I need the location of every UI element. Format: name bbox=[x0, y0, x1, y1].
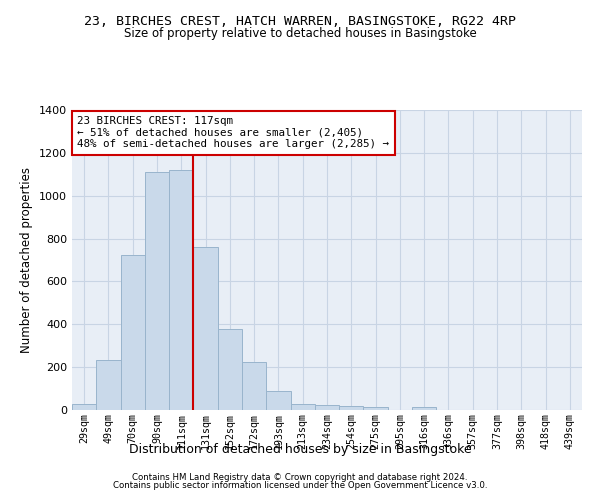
Text: Size of property relative to detached houses in Basingstoke: Size of property relative to detached ho… bbox=[124, 28, 476, 40]
Text: Contains public sector information licensed under the Open Government Licence v3: Contains public sector information licen… bbox=[113, 481, 487, 490]
Bar bbox=[72, 404, 96, 410]
Bar bbox=[193, 247, 218, 410]
Text: Contains HM Land Registry data © Crown copyright and database right 2024.: Contains HM Land Registry data © Crown c… bbox=[132, 472, 468, 482]
Y-axis label: Number of detached properties: Number of detached properties bbox=[20, 167, 34, 353]
Bar bbox=[169, 170, 193, 410]
Bar bbox=[242, 362, 266, 410]
Text: Distribution of detached houses by size in Basingstoke: Distribution of detached houses by size … bbox=[128, 442, 472, 456]
Bar bbox=[96, 360, 121, 410]
Text: 23 BIRCHES CREST: 117sqm
← 51% of detached houses are smaller (2,405)
48% of sem: 23 BIRCHES CREST: 117sqm ← 51% of detach… bbox=[77, 116, 389, 149]
Bar bbox=[266, 390, 290, 410]
Bar bbox=[412, 408, 436, 410]
Text: 23, BIRCHES CREST, HATCH WARREN, BASINGSTOKE, RG22 4RP: 23, BIRCHES CREST, HATCH WARREN, BASINGS… bbox=[84, 15, 516, 28]
Bar bbox=[339, 406, 364, 410]
Bar bbox=[121, 254, 145, 410]
Bar bbox=[145, 172, 169, 410]
Bar bbox=[315, 404, 339, 410]
Bar bbox=[290, 404, 315, 410]
Bar bbox=[218, 328, 242, 410]
Bar bbox=[364, 407, 388, 410]
